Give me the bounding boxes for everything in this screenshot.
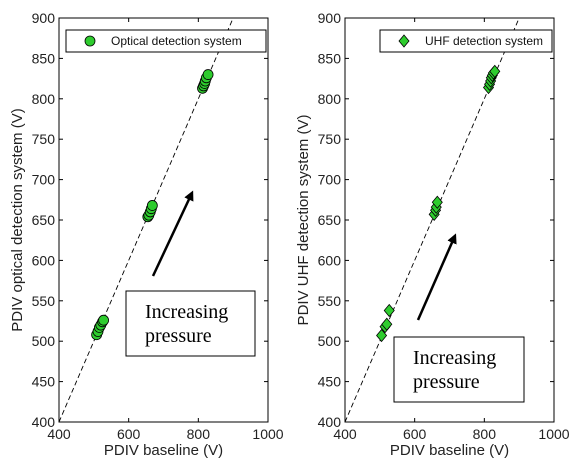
x-tick-label: 600 (403, 426, 427, 442)
y-tick-label: 700 (318, 172, 342, 188)
data-point (202, 69, 214, 80)
y-tick-label: 750 (318, 131, 342, 147)
y-tick-label: 600 (32, 252, 56, 268)
legend-marker (398, 34, 410, 48)
y-tick-label: 800 (32, 91, 56, 107)
data-point (146, 200, 158, 211)
x-tick-label: 600 (117, 426, 141, 442)
x-axis-label: PDIV baseline (V) (390, 442, 509, 459)
y-tick-label: 400 (318, 414, 342, 430)
y-tick-label: 850 (318, 50, 342, 66)
legend-marker (84, 35, 96, 47)
y-tick-label: 900 (318, 10, 342, 26)
x-tick-label: 400 (47, 426, 71, 442)
data-point (376, 328, 388, 343)
y-tick-label: 400 (32, 414, 56, 430)
reference-line (345, 18, 520, 422)
plot-area (58, 17, 269, 423)
annotation-text: pressure (145, 325, 212, 347)
data-point (383, 303, 395, 318)
data-point (381, 317, 393, 331)
y-axis-label: PDIV UHF detection system (V) (295, 115, 312, 326)
legend: UHF detection system (379, 29, 553, 53)
x-tick-label: 400 (333, 426, 357, 442)
y-tick-label: 750 (32, 131, 56, 147)
x-tick-label: 800 (473, 426, 497, 442)
y-tick-label: 500 (318, 333, 342, 349)
increasing-arrow (416, 233, 457, 321)
legend-label: Optical detection system (111, 34, 242, 48)
x-axis-label: PDIV baseline (V) (104, 442, 223, 459)
data-point (98, 314, 109, 326)
y-tick-label: 900 (32, 10, 56, 26)
data-point (489, 64, 501, 78)
x-tick-label: 1000 (538, 426, 569, 442)
y-tick-label: 800 (318, 91, 342, 107)
y-axis-label: PDIV optical detection system (V) (9, 108, 26, 331)
y-tick-label: 650 (32, 212, 56, 228)
annotation-frame (125, 290, 256, 357)
annotation-text: Increasing (145, 301, 228, 323)
left-panel: 400 600 800 1000 400 450 500 550 600 650 700 750 800… (9, 10, 284, 459)
annotation-frame (393, 336, 525, 403)
y-tick-label: 650 (318, 212, 342, 228)
x-tick-label: 1000 (252, 426, 283, 442)
annotation-text: Increasing (413, 347, 496, 369)
y-tick-label: 600 (318, 252, 342, 268)
y-tick-label: 850 (32, 50, 56, 66)
y-tick-label: 450 (32, 374, 56, 390)
x-tick-label: 800 (187, 426, 211, 442)
y-tick-label: 550 (318, 293, 342, 309)
right-panel: 400 600 800 1000 400 450 500 550 600 650 700 750 800… (295, 10, 570, 459)
legend-label: UHF detection system (425, 34, 543, 48)
y-tick-label: 700 (32, 172, 56, 188)
legend-box (65, 29, 267, 53)
y-tick-label: 450 (318, 374, 342, 390)
annotation-text: pressure (413, 371, 480, 393)
y-tick-label: 550 (32, 293, 56, 309)
y-tick-label: 500 (32, 333, 56, 349)
data-point (431, 195, 443, 209)
legend-box (379, 29, 553, 53)
increasing-arrow (151, 190, 194, 277)
legend: Optical detection system (65, 29, 267, 53)
